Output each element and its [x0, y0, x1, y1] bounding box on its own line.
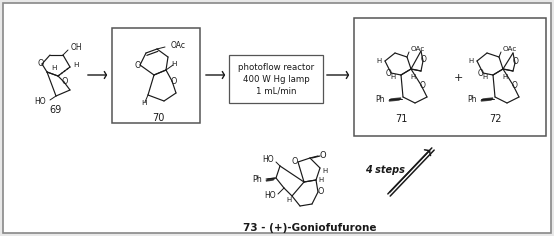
Text: H: H [322, 168, 327, 174]
FancyBboxPatch shape [3, 3, 551, 233]
Text: 73 - (+)-Goniofufurone: 73 - (+)-Goniofufurone [243, 223, 377, 233]
Text: O: O [478, 69, 484, 79]
Text: 70: 70 [152, 113, 164, 123]
Text: O: O [421, 55, 427, 64]
Polygon shape [481, 98, 493, 101]
Text: O: O [513, 58, 519, 67]
Text: O: O [171, 76, 177, 85]
FancyBboxPatch shape [354, 18, 546, 136]
Text: H: H [483, 74, 488, 80]
Text: H: H [502, 74, 507, 80]
Text: O: O [318, 187, 324, 197]
Text: OH: OH [71, 43, 83, 52]
Text: HO: HO [34, 97, 46, 106]
Text: H: H [411, 74, 416, 80]
Text: Ph: Ph [252, 176, 262, 185]
Text: H: H [52, 65, 57, 71]
Text: OAc: OAc [171, 41, 186, 50]
Text: 4 steps: 4 steps [365, 165, 405, 175]
Text: H: H [73, 62, 79, 68]
Text: Ph: Ph [468, 94, 477, 104]
Text: H: H [376, 58, 382, 64]
Text: H: H [141, 100, 147, 106]
Text: O: O [386, 69, 392, 79]
Text: H: H [391, 74, 396, 80]
FancyBboxPatch shape [112, 28, 200, 123]
Text: 69: 69 [50, 105, 62, 115]
Text: 71: 71 [395, 114, 407, 124]
Text: OAc: OAc [411, 46, 425, 52]
Polygon shape [266, 178, 275, 181]
Text: HO: HO [263, 156, 274, 164]
Text: O: O [420, 80, 426, 89]
Text: H: H [171, 61, 177, 67]
Text: OAc: OAc [503, 46, 517, 52]
Text: +: + [453, 73, 463, 83]
Text: 72: 72 [489, 114, 501, 124]
Text: O: O [135, 60, 141, 69]
FancyBboxPatch shape [229, 55, 323, 103]
Text: Ph: Ph [376, 94, 385, 104]
Text: H: H [468, 58, 474, 64]
Text: O: O [38, 59, 44, 68]
Text: H: H [286, 197, 291, 203]
Polygon shape [389, 98, 401, 101]
Text: O: O [62, 77, 68, 87]
Text: H: H [319, 177, 324, 183]
Text: O: O [512, 80, 518, 89]
Text: O: O [320, 152, 326, 160]
Text: O: O [292, 157, 298, 167]
Text: photoflow reactor
400 W Hg lamp
1 mL/min: photoflow reactor 400 W Hg lamp 1 mL/min [238, 63, 314, 95]
Text: HO: HO [264, 191, 276, 201]
